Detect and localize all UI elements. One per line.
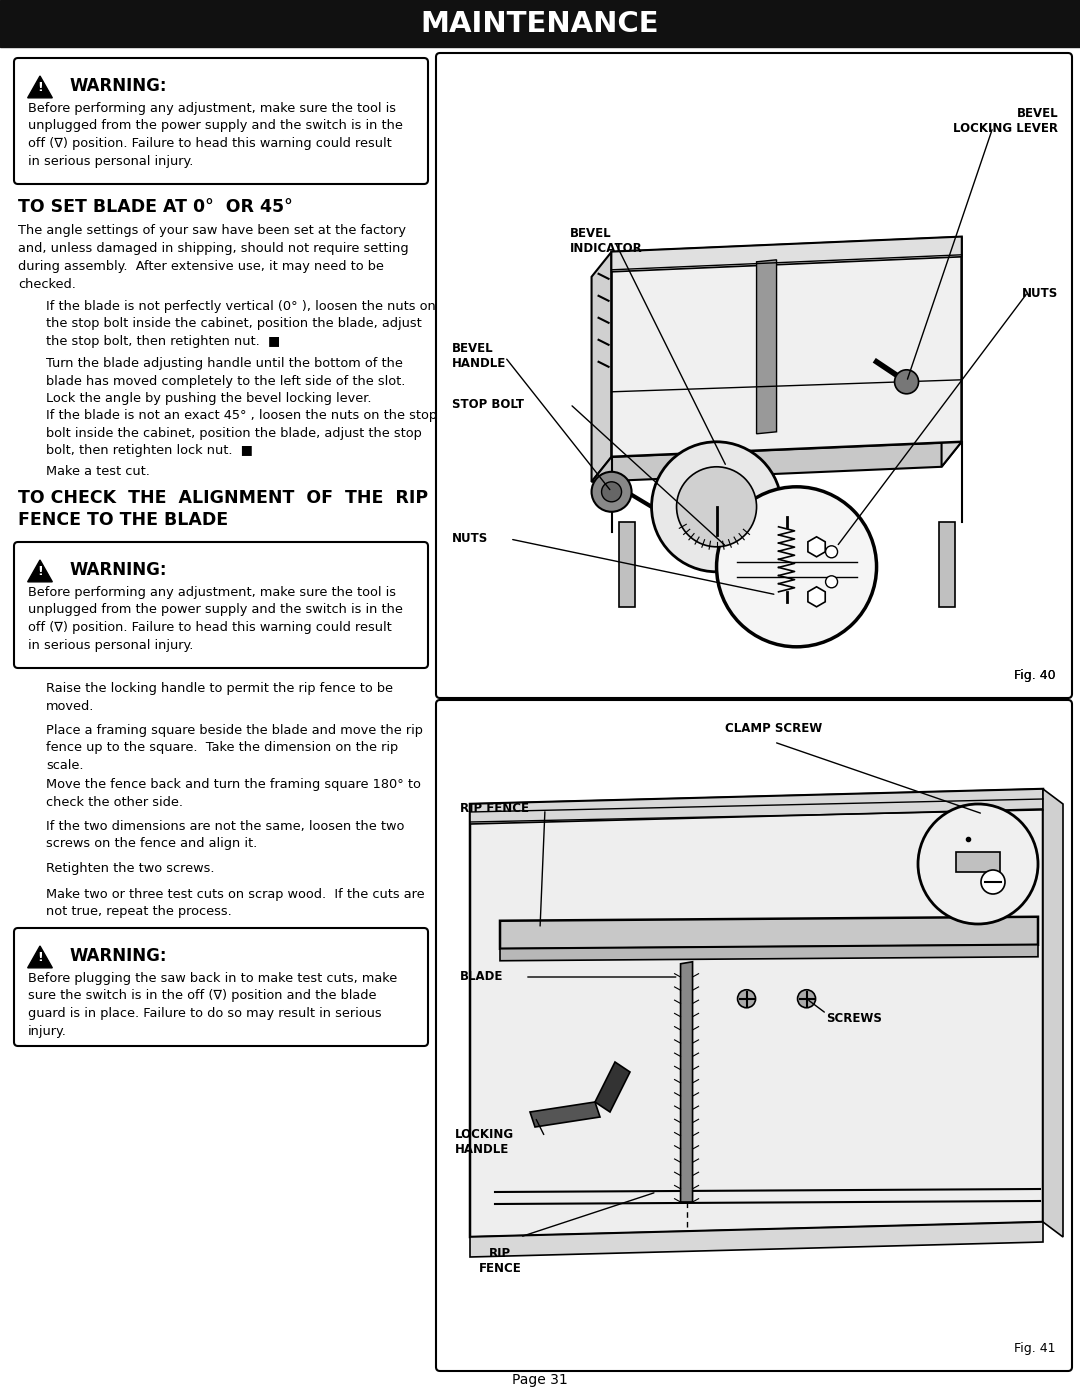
Text: Fig. 41: Fig. 41 — [1014, 1343, 1056, 1355]
Text: SCREWS: SCREWS — [826, 1013, 882, 1025]
Polygon shape — [530, 1102, 600, 1127]
Polygon shape — [28, 946, 52, 968]
Circle shape — [797, 989, 815, 1007]
Text: Retighten the two screws.: Retighten the two screws. — [46, 862, 215, 875]
Polygon shape — [500, 944, 1038, 961]
Circle shape — [918, 805, 1038, 923]
Text: TO CHECK  THE  ALIGNMENT  OF  THE  RIP
FENCE TO THE BLADE: TO CHECK THE ALIGNMENT OF THE RIP FENCE … — [18, 489, 428, 529]
FancyBboxPatch shape — [14, 542, 428, 668]
Text: WARNING:: WARNING: — [69, 562, 166, 580]
Text: If the blade is not perfectly vertical (0° ), loosen the nuts on
the stop bolt i: If the blade is not perfectly vertical (… — [46, 300, 435, 348]
Circle shape — [894, 370, 919, 394]
Circle shape — [825, 546, 838, 557]
Polygon shape — [680, 961, 692, 1201]
Polygon shape — [28, 75, 52, 98]
Text: Fig. 40: Fig. 40 — [1014, 669, 1056, 682]
Bar — [0, 0, 1080, 47]
Text: Move the fence back and turn the framing square 180° to
check the other side.: Move the fence back and turn the framing… — [46, 778, 421, 809]
Text: WARNING:: WARNING: — [69, 77, 166, 95]
Text: Place a framing square beside the blade and move the rip
fence up to the square.: Place a framing square beside the blade … — [46, 724, 423, 773]
Text: RIP
FENCE: RIP FENCE — [478, 1248, 522, 1275]
Polygon shape — [1043, 789, 1063, 1236]
Text: Make a test cut.: Make a test cut. — [46, 465, 150, 478]
Polygon shape — [470, 789, 1043, 1236]
Text: RIP FENCE: RIP FENCE — [460, 802, 529, 816]
FancyBboxPatch shape — [436, 53, 1072, 698]
Text: LOCKING
HANDLE: LOCKING HANDLE — [455, 1127, 514, 1155]
Text: Page 31: Page 31 — [512, 1373, 568, 1387]
Circle shape — [981, 870, 1005, 894]
Text: Fig. 40: Fig. 40 — [1014, 669, 1056, 682]
Text: Raise the locking handle to permit the rip fence to be
moved.: Raise the locking handle to permit the r… — [46, 682, 393, 712]
Polygon shape — [939, 522, 955, 606]
Text: If the two dimensions are not the same, loosen the two
screws on the fence and a: If the two dimensions are not the same, … — [46, 820, 404, 851]
Circle shape — [602, 482, 622, 502]
Text: Make two or three test cuts on scrap wood.  If the cuts are
not true, repeat the: Make two or three test cuts on scrap woo… — [46, 888, 424, 918]
Text: !: ! — [37, 951, 43, 964]
Circle shape — [592, 472, 632, 511]
Polygon shape — [592, 441, 961, 482]
Text: Turn the blade adjusting handle until the bottom of the
blade has moved complete: Turn the blade adjusting handle until th… — [46, 358, 405, 405]
Text: !: ! — [37, 564, 43, 578]
Text: BLADE: BLADE — [460, 971, 503, 983]
Text: MAINTENANCE: MAINTENANCE — [421, 10, 659, 38]
Circle shape — [716, 486, 877, 647]
FancyBboxPatch shape — [14, 928, 428, 1046]
FancyBboxPatch shape — [436, 700, 1072, 1370]
Polygon shape — [942, 237, 961, 467]
Text: Before performing any adjustment, make sure the tool is
unplugged from the power: Before performing any adjustment, make s… — [28, 102, 403, 168]
Text: Before performing any adjustment, make sure the tool is
unplugged from the power: Before performing any adjustment, make s… — [28, 585, 403, 651]
Text: BEVEL
HANDLE: BEVEL HANDLE — [453, 342, 507, 370]
Polygon shape — [28, 560, 52, 581]
Text: If the blade is not an exact 45° , loosen the nuts on the stop
bolt inside the c: If the blade is not an exact 45° , loose… — [46, 409, 437, 457]
Polygon shape — [611, 237, 961, 457]
Text: TO SET BLADE AT 0°  OR 45°: TO SET BLADE AT 0° OR 45° — [18, 198, 293, 217]
Polygon shape — [592, 251, 611, 482]
Bar — [956, 852, 1000, 872]
Text: STOP BOLT: STOP BOLT — [453, 398, 524, 411]
Text: NUTS: NUTS — [453, 532, 488, 545]
Text: BEVEL
LOCKING LEVER: BEVEL LOCKING LEVER — [953, 108, 1058, 136]
Polygon shape — [619, 522, 635, 606]
Circle shape — [651, 441, 782, 571]
Polygon shape — [470, 1222, 1043, 1257]
FancyBboxPatch shape — [14, 59, 428, 184]
Polygon shape — [611, 237, 961, 272]
Text: WARNING:: WARNING: — [69, 947, 166, 965]
Text: NUTS: NUTS — [1022, 286, 1058, 300]
Text: Before plugging the saw back in to make test cuts, make
sure the switch is in th: Before plugging the saw back in to make … — [28, 972, 397, 1038]
Polygon shape — [500, 916, 1038, 949]
Circle shape — [825, 576, 838, 588]
Polygon shape — [757, 260, 777, 434]
Text: BEVEL
INDICATOR: BEVEL INDICATOR — [570, 226, 643, 256]
Polygon shape — [595, 1062, 630, 1112]
Text: The angle settings of your saw have been set at the factory
and, unless damaged : The angle settings of your saw have been… — [18, 224, 408, 291]
Circle shape — [676, 467, 757, 546]
Circle shape — [738, 989, 756, 1007]
Text: CLAMP SCREW: CLAMP SCREW — [726, 722, 823, 735]
Polygon shape — [470, 789, 1043, 824]
Text: !: ! — [37, 81, 43, 94]
